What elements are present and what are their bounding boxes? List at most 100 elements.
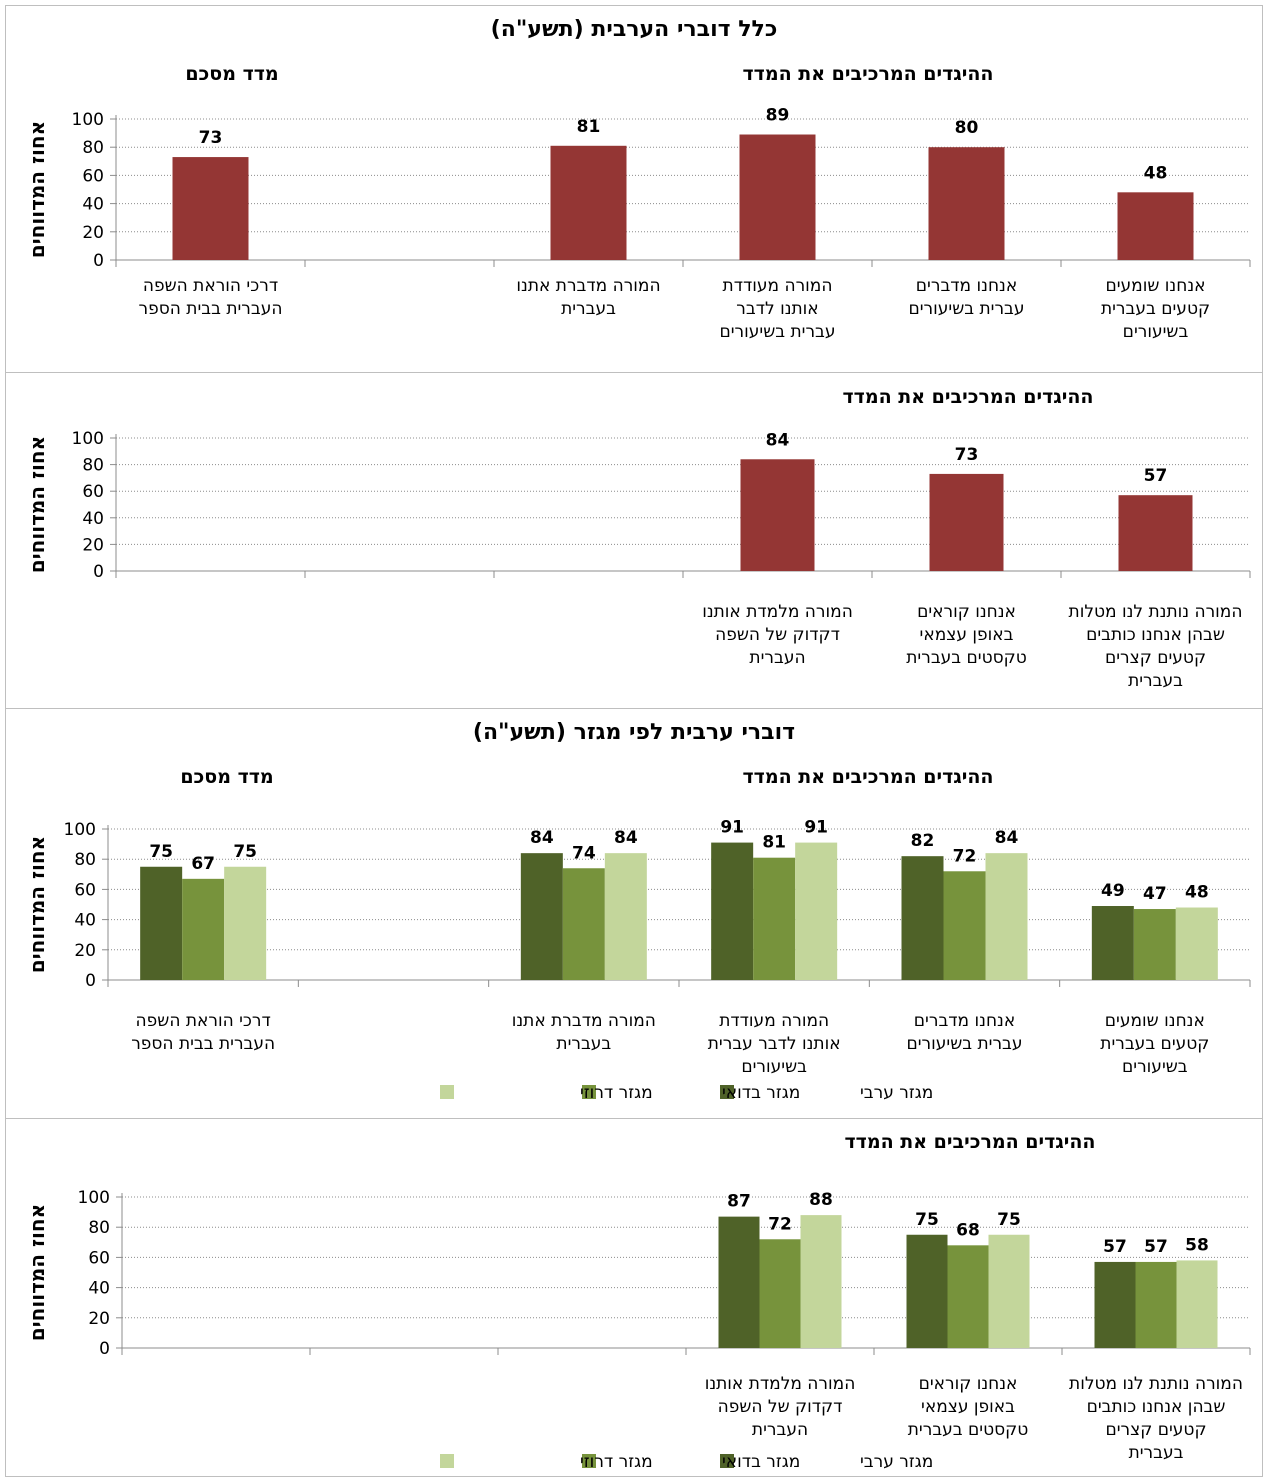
bar — [1133, 909, 1176, 980]
y-tick-label: 80 — [88, 1218, 110, 1238]
category-label: בשיעורים — [741, 1057, 807, 1077]
data-label: 48 — [1144, 163, 1168, 183]
data-label: 75 — [149, 842, 173, 862]
category-label: אנחנו מדברים — [916, 276, 1017, 296]
category-label: בעברית — [556, 1034, 611, 1054]
y-tick-label: 20 — [82, 535, 104, 555]
data-label: 88 — [809, 1190, 833, 1210]
bar — [947, 1245, 989, 1348]
category-label: המורה מלמדת אותנו — [702, 602, 853, 622]
bar — [1118, 495, 1193, 571]
data-label: 75 — [915, 1210, 939, 1230]
index-heading: מדד מסכם — [180, 766, 273, 788]
bar — [520, 853, 563, 980]
items-heading: ההיגדים המרכיבים את המדד — [743, 766, 994, 788]
data-label: 48 — [1185, 883, 1209, 903]
y-tick-label: 40 — [82, 509, 104, 529]
data-label: 67 — [191, 854, 215, 874]
data-label: 81 — [762, 833, 786, 853]
data-label: 57 — [1144, 466, 1168, 486]
bar — [604, 853, 647, 980]
data-label: 75 — [233, 842, 257, 862]
y-tick-label: 100 — [72, 429, 104, 449]
data-label: 75 — [997, 1210, 1021, 1230]
bar — [1091, 906, 1134, 980]
bar — [795, 842, 838, 980]
y-tick-label: 60 — [74, 880, 96, 900]
category-label: דרכי הוראת השפה — [143, 276, 278, 296]
bar — [929, 473, 1004, 571]
items-heading: ההיגדים המרכיבים את המדד — [743, 63, 994, 85]
category-label: אנחנו שומעים — [1105, 276, 1205, 296]
category-label: המורה מדברת אתנו — [512, 1011, 656, 1031]
bar — [182, 878, 225, 980]
data-label: 47 — [1143, 884, 1167, 904]
bar — [550, 145, 627, 260]
legend-entry: מגזר בדואי — [722, 1452, 800, 1472]
category-label: טקסטים בעברית — [906, 648, 1027, 668]
legend-swatch — [720, 1454, 734, 1468]
data-label: 84 — [614, 828, 638, 848]
data-label: 49 — [1101, 881, 1125, 901]
category-label: עברית בשיעורים — [908, 299, 1024, 319]
y-tick-label: 60 — [88, 1248, 110, 1268]
category-label: באופן עצמאי — [921, 1397, 1015, 1417]
category-label: קטעים בעברית — [1101, 299, 1210, 319]
data-label: 74 — [572, 843, 596, 863]
y-tick-label: 0 — [93, 562, 104, 582]
data-label: 73 — [199, 128, 223, 148]
category-label: באופן עצמאי — [920, 625, 1014, 645]
bar — [562, 868, 605, 980]
category-label: העברית בבית הספר — [139, 299, 283, 319]
index-heading: מדד מסכם — [185, 63, 278, 85]
category-label: בעברית — [561, 299, 616, 319]
category-label: בשיעורים — [1123, 322, 1189, 342]
data-label: 82 — [911, 831, 935, 851]
data-label: 84 — [530, 828, 554, 848]
bar — [718, 1216, 760, 1348]
y-tick-label: 100 — [64, 820, 96, 840]
y-tick-label: 20 — [88, 1309, 110, 1329]
bar — [928, 147, 1005, 260]
category-label: דקדוק של השפה — [718, 1397, 843, 1417]
category-label: המורה נותנת לנו מטלות — [1069, 1374, 1243, 1394]
y-tick-label: 20 — [74, 941, 96, 961]
legend-entry: מגזר ערבי — [860, 1083, 933, 1103]
category-label: אנחנו קוראים — [917, 602, 1016, 622]
category-label: קטעים בעברית — [1100, 1034, 1209, 1054]
category-label: עברית בשיעורים — [719, 322, 835, 342]
category-label: בעברית — [1128, 671, 1183, 691]
bar — [1117, 192, 1194, 260]
bar — [172, 157, 249, 260]
bar — [753, 857, 796, 980]
category-label: שבהן אנחנו כותבים — [1087, 1397, 1226, 1417]
category-label: טקסטים בעברית — [908, 1420, 1029, 1440]
category-label: קטעים קצרים — [1105, 648, 1206, 668]
chart-panel-3: 0 20 40 60 80 100 אחוז המדווחים אנחנו שומעים קטע… — [25, 818, 1251, 1103]
bar — [1176, 1260, 1218, 1348]
data-label: 84 — [766, 430, 790, 450]
data-label: 89 — [766, 106, 790, 126]
data-label: 81 — [577, 117, 601, 137]
data-label: 91 — [720, 818, 744, 838]
bar — [140, 866, 183, 980]
category-label: בשיעורים — [1122, 1057, 1188, 1077]
category-label: אנחנו מדברים — [914, 1011, 1015, 1031]
data-label: 72 — [768, 1214, 792, 1234]
legend-swatch — [440, 1085, 454, 1099]
legend-swatch — [582, 1454, 596, 1468]
y-tick-label: 80 — [82, 138, 104, 158]
y-tick-label: 40 — [82, 195, 104, 215]
data-label: 84 — [995, 828, 1019, 848]
legend-swatch — [582, 1085, 596, 1099]
y-tick-label: 0 — [99, 1339, 110, 1359]
bar — [1094, 1261, 1136, 1348]
category-label: קטעים קצרים — [1105, 1420, 1206, 1440]
bar — [739, 134, 816, 260]
bar — [901, 856, 944, 980]
y-tick-label: 0 — [93, 251, 104, 271]
items-heading: ההיגדים המרכיבים את המדד — [845, 1131, 1096, 1153]
legend-swatch — [440, 1454, 454, 1468]
